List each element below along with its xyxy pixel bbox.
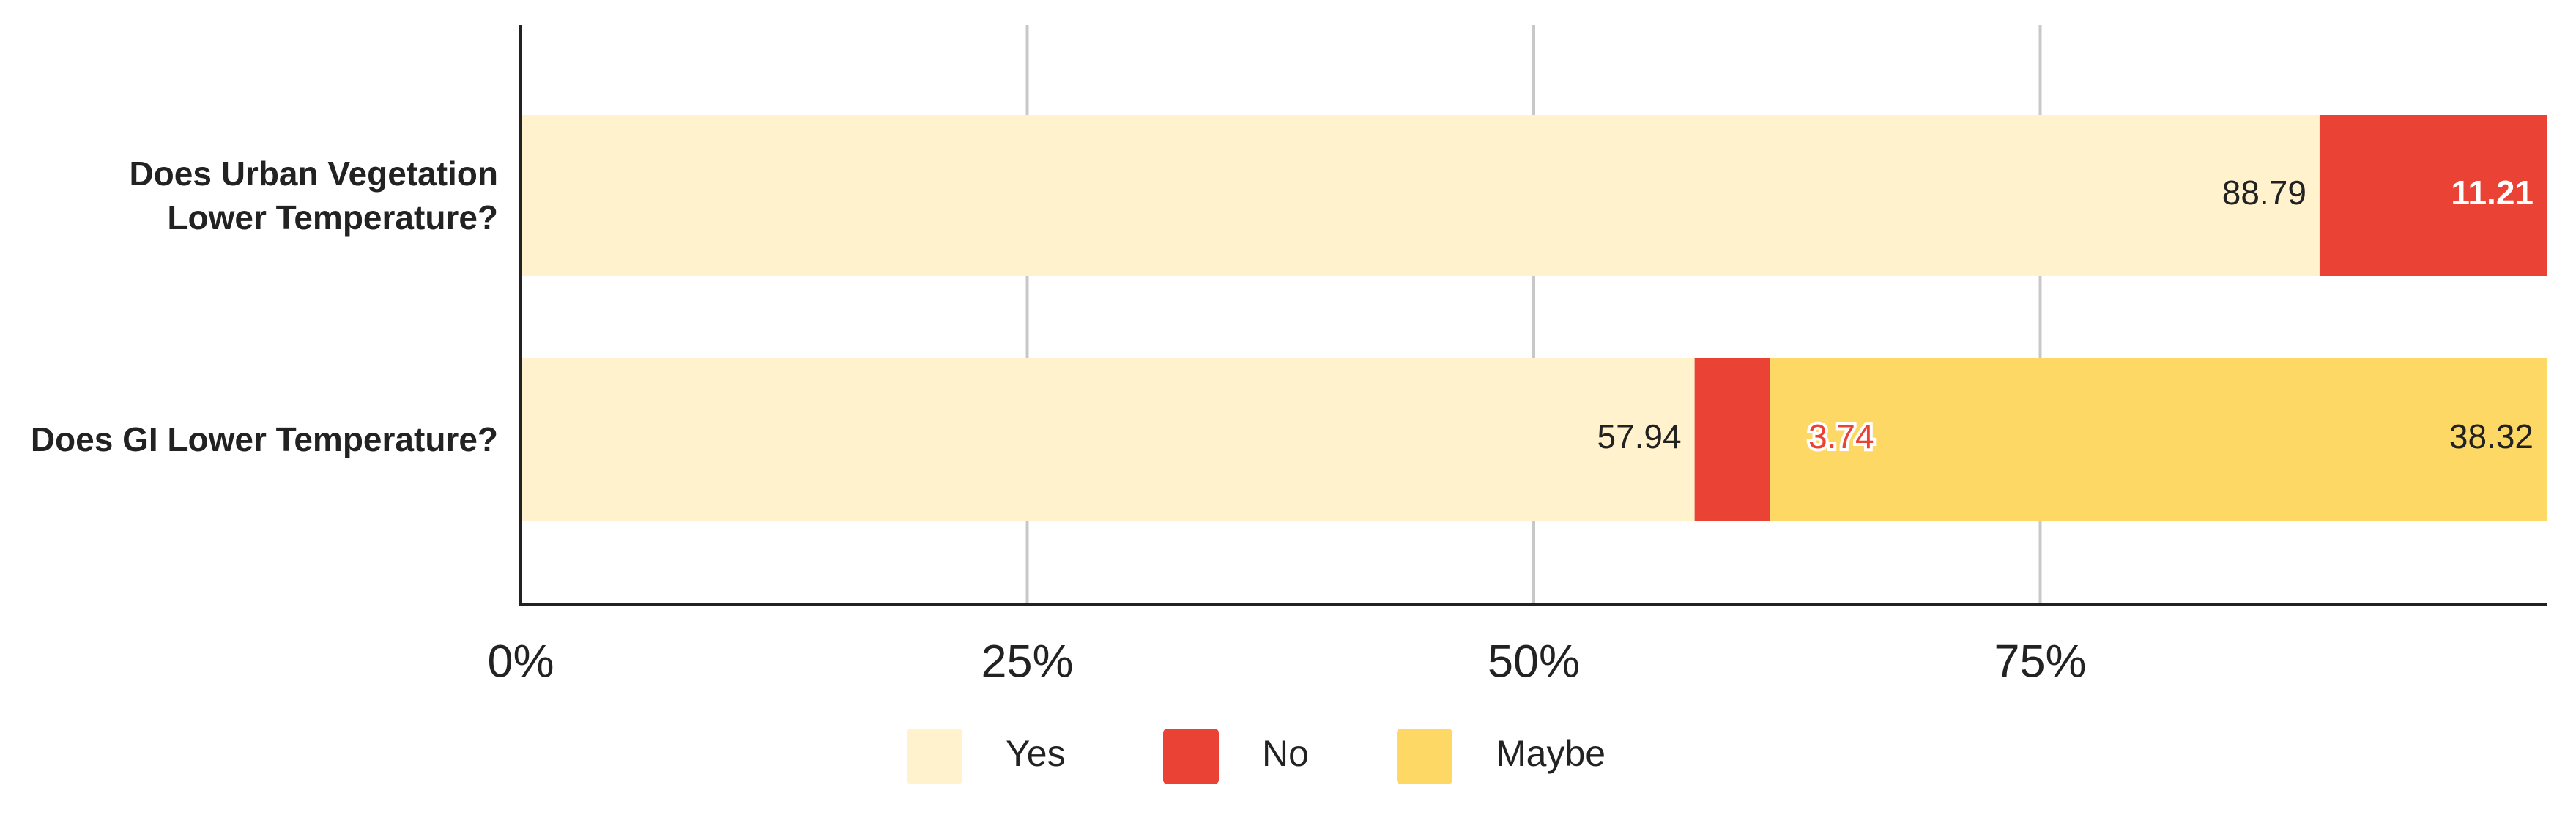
legend-label: Maybe [1496,733,1606,774]
bar-segment [521,358,1695,521]
x-tick-label: 25% [981,636,1073,688]
bars [521,115,2547,521]
x-tick-label: 0% [487,636,554,688]
value-label: 38.32 [2449,417,2534,455]
value-label: 3.74 [1808,417,1874,455]
value-labels: 88.79 11.21 57.94 3.74 38.32 [1597,174,2534,458]
value-label: 11.21 [2451,174,2534,212]
value-label: 88.79 [2222,174,2306,212]
x-tick-label: 50% [1488,636,1580,688]
legend-label: No [1262,733,1309,774]
bar-segment [1770,358,2547,521]
bar-segment [1694,358,1771,521]
y-tick-label: Does GI Lower Temperature? [30,420,498,458]
legend-swatch [907,729,962,784]
legend-label: Yes [1006,733,1066,774]
bar-segment [521,115,2320,276]
x-tick-label: 75% [1994,636,2086,688]
bar-segment [2319,115,2547,276]
y-tick-label: Does Urban Vegetation Lower Temperature? [129,155,498,237]
legend-swatch [1397,729,1452,784]
legend-swatch [1163,729,1219,784]
value-label: 57.94 [1597,417,1681,455]
